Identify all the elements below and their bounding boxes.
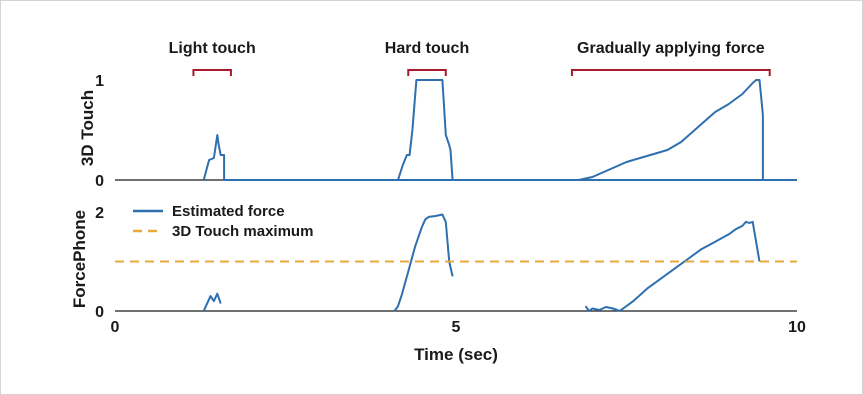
annotation-label: Hard touch [385, 40, 469, 57]
top-y-tick-label: 0 [95, 173, 104, 190]
annotation-brackets: Light touch Hard touch Gradually applying … [169, 40, 770, 76]
bottom-series-line [395, 215, 453, 312]
bottom-y-ticks: 02 [95, 205, 104, 321]
annotation-bracket [408, 70, 446, 76]
x-tick-label: 0 [111, 319, 120, 336]
top-panel-3d-touch: 3D Touch Light touch Hard touch Gradually … [78, 40, 797, 190]
legend: Estimated force 3D Touch maximum [133, 203, 313, 240]
top-series-line [204, 135, 797, 180]
top-series [204, 80, 797, 180]
top-ylabel: 3D Touch [78, 90, 97, 166]
top-series-line [579, 80, 763, 180]
top-y-tick-label: 1 [95, 73, 104, 90]
x-tick-label: 10 [788, 319, 806, 336]
annotation-label: Light touch [169, 40, 256, 57]
bottom-y-tick-label: 2 [95, 205, 104, 222]
bottom-series-line [586, 222, 760, 311]
annotation-bracket [572, 70, 770, 76]
x-tick-label: 5 [452, 319, 461, 336]
bottom-series-line [204, 294, 221, 311]
legend-label: 3D Touch maximum [172, 223, 313, 240]
x-ticks: 0 5 10 [111, 319, 806, 336]
bottom-ylabel: ForcePhone [70, 210, 89, 308]
bottom-y-tick-label: 0 [95, 304, 104, 321]
x-axis-label: Time (sec) [414, 345, 498, 364]
legend-label: Estimated force [172, 203, 285, 220]
annotation-bracket [193, 70, 231, 76]
top-series-line [398, 80, 453, 180]
annotation-label: Gradually applying force [577, 40, 765, 57]
